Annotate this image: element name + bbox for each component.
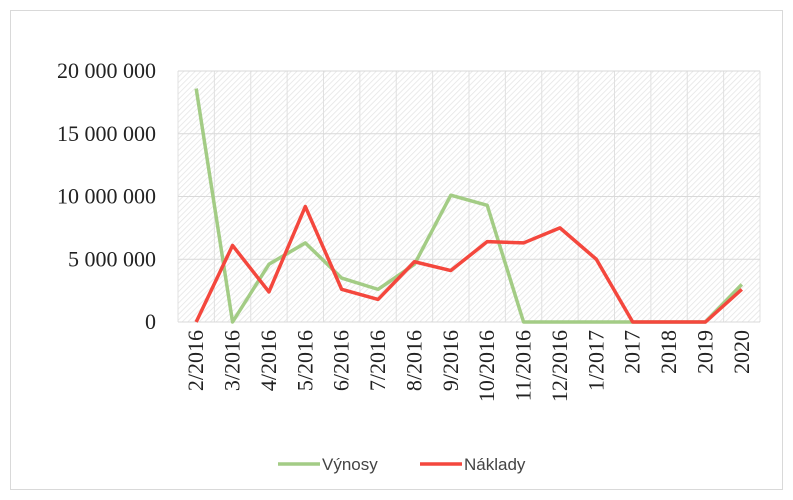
y-tick-label: 10 000 000 [57,184,156,209]
x-tick-label: 7/2016 [365,330,390,391]
y-tick-label: 15 000 000 [57,121,156,146]
x-tick-label: 5/2016 [292,330,317,391]
x-tick-label: 8/2016 [401,330,426,391]
series-line [194,204,743,324]
y-tick-label: 0 [145,309,156,334]
x-tick-label: 3/2016 [220,330,245,391]
x-tick-label: 12/2016 [547,330,572,402]
legend-label: Náklady [464,455,526,474]
y-tick-label: 20 000 000 [57,58,156,83]
x-tick-label: 1/2017 [583,330,608,391]
x-tick-label: 11/2016 [511,330,536,401]
y-tick-label: 5 000 000 [68,246,156,271]
legend-label: Výnosy [322,455,378,474]
x-tick-label: 2017 [620,330,645,374]
x-tick-label: 4/2016 [256,330,281,391]
x-tick-label: 2019 [692,330,717,374]
x-tick-label: 2/2016 [183,330,208,391]
x-tick-label: 6/2016 [329,330,354,391]
x-tick-label: 2020 [729,330,754,374]
x-tick-label: 10/2016 [474,330,499,402]
x-tick-label: 9/2016 [438,330,463,391]
x-tick-label: 2018 [656,330,681,374]
